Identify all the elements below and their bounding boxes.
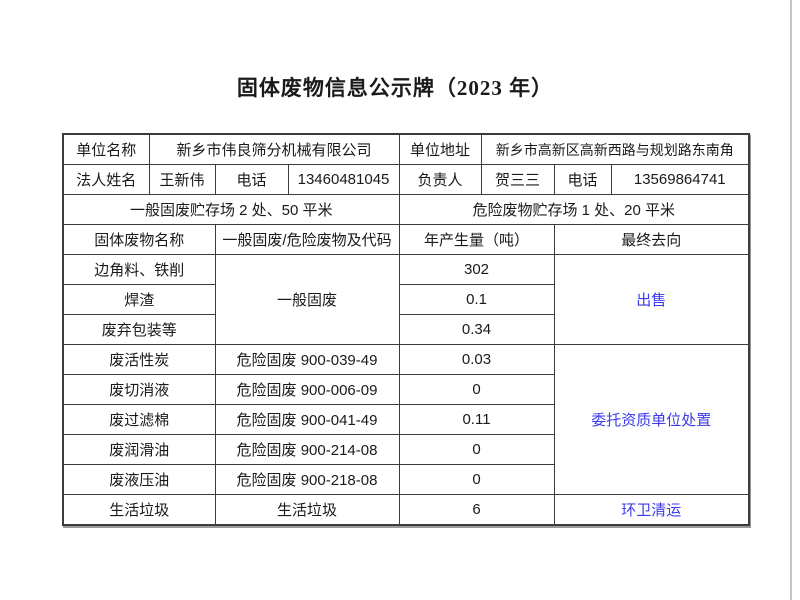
general-destination-cell: 出售 (553, 254, 750, 345)
waste-name-cell: 废切消液 (62, 374, 216, 405)
header-waste-name: 固体废物名称 (62, 224, 216, 255)
header-annual-amount: 年产生量（吨） (398, 224, 555, 255)
waste-row: 废弃包装等 0.34 (62, 314, 749, 345)
manager-value: 贺三三 (480, 164, 555, 195)
waste-amount-cell: 0.11 (398, 404, 555, 435)
waste-category-cell: 危险固废 900-041-49 (214, 404, 400, 435)
waste-row: 废液压油 危险固废 900-218-08 0 (62, 464, 749, 495)
waste-amount-cell: 0 (398, 374, 555, 405)
waste-row: 废过滤棉 危险固废 900-041-49 0.11 (62, 404, 749, 435)
waste-name-cell: 废过滤棉 (62, 404, 216, 435)
unit-address-label: 单位地址 (398, 133, 482, 165)
unit-name-row: 单位名称 新乡市伟良筛分机械有限公司 单位地址 新乡市高新区高新西路与规划路东南… (62, 133, 750, 165)
waste-amount-cell: 302 (398, 254, 555, 285)
waste-row: 废切消液 危险固废 900-006-09 0 (62, 374, 749, 405)
waste-amount-cell: 0 (398, 464, 555, 495)
unit-name-value: 新乡市伟良筛分机械有限公司 (148, 133, 400, 165)
waste-name-cell: 废润滑油 (62, 434, 216, 465)
contact-row: 法人姓名 王新伟 电话 13460481045 负责人 贺三三 电话 13569… (62, 164, 750, 195)
waste-row: 焊渣 0.1 (62, 284, 749, 315)
header-destination: 最终去向 (553, 224, 750, 255)
waste-category-cell: 生活垃圾 (214, 494, 400, 526)
waste-amount-cell: 0.03 (398, 344, 555, 375)
waste-row: 废活性炭 危险固废 900-039-49 0.03 委托资质单位处置 (62, 344, 750, 495)
general-category-cell: 一般固废 (214, 254, 400, 345)
waste-amount-cell: 0 (398, 434, 555, 465)
waste-category-cell: 危险固废 900-218-08 (214, 464, 400, 495)
waste-name-cell: 废液压油 (62, 464, 216, 495)
waste-row: 生活垃圾 生活垃圾 6 环卫清运 (62, 494, 750, 526)
phone2-value: 13569864741 (610, 164, 750, 195)
unit-name-label: 单位名称 (62, 133, 150, 165)
waste-name-cell: 废活性炭 (62, 344, 216, 375)
waste-category-cell: 危险固废 900-006-09 (214, 374, 400, 405)
waste-category-cell: 危险固废 900-039-49 (214, 344, 400, 375)
waste-row: 废润滑油 危险固废 900-214-08 0 (62, 434, 749, 465)
hazard-destination-cell: 委托资质单位处置 (553, 344, 750, 495)
waste-amount-cell: 0.1 (398, 284, 555, 315)
legal-person-value: 王新伟 (148, 164, 216, 195)
header-waste-category: 一般固废/危险废物及代码 (214, 224, 400, 255)
storage-row: 一般固废贮存场 2 处、50 平米 危险废物贮存场 1 处、20 平米 (62, 194, 750, 225)
page-title: 固体废物信息公示牌（2023 年） (236, 76, 554, 100)
waste-name-cell: 边角料、铁削 (62, 254, 216, 285)
waste-row: 边角料、铁削 一般固废 302 出售 (62, 254, 750, 345)
waste-amount-cell: 6 (398, 494, 555, 526)
legal-person-label: 法人姓名 (62, 164, 150, 195)
phone1-value: 13460481045 (287, 164, 400, 195)
page-edge-line (790, 0, 792, 600)
waste-name-cell: 废弃包装等 (62, 314, 216, 345)
unit-address-value: 新乡市高新区高新西路与规划路东南角 (480, 133, 750, 165)
solid-waste-notice-table: 单位名称 新乡市伟良筛分机械有限公司 单位地址 新乡市高新区高新西路与规划路东南… (62, 133, 751, 526)
household-destination-cell: 环卫清运 (553, 494, 750, 526)
waste-name-cell: 焊渣 (62, 284, 216, 315)
waste-header-row: 固体废物名称 一般固废/危险废物及代码 年产生量（吨） 最终去向 (62, 224, 750, 255)
waste-amount-cell: 0.34 (398, 314, 555, 345)
phone1-label: 电话 (214, 164, 289, 195)
hazardous-storage-info: 危险废物贮存场 1 处、20 平米 (398, 194, 750, 225)
manager-label: 负责人 (398, 164, 482, 195)
waste-name-cell: 生活垃圾 (62, 494, 216, 526)
waste-category-cell: 危险固废 900-214-08 (214, 434, 400, 465)
phone2-label: 电话 (553, 164, 612, 195)
general-storage-info: 一般固废贮存场 2 处、50 平米 (62, 194, 400, 225)
